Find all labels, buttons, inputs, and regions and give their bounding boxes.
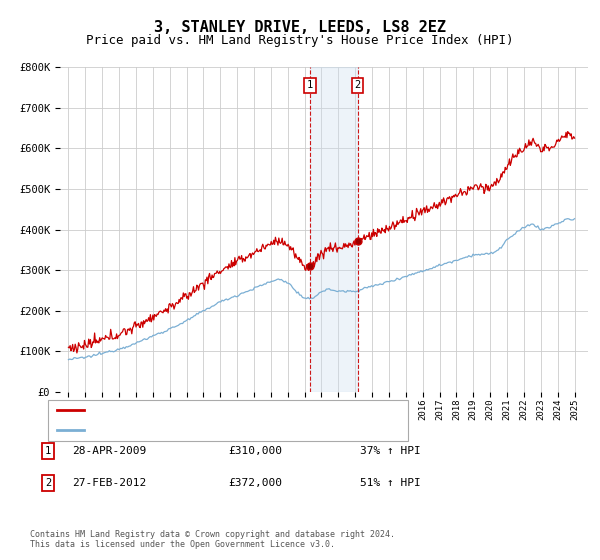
Text: £310,000: £310,000: [228, 446, 282, 456]
Text: 28-APR-2009: 28-APR-2009: [72, 446, 146, 456]
Text: Contains HM Land Registry data © Crown copyright and database right 2024.: Contains HM Land Registry data © Crown c…: [30, 530, 395, 539]
Text: This data is licensed under the Open Government Licence v3.0.: This data is licensed under the Open Gov…: [30, 540, 335, 549]
Bar: [310, 67, 358, 392]
Text: 3, STANLEY DRIVE, LEEDS, LS8 2EZ: 3, STANLEY DRIVE, LEEDS, LS8 2EZ: [154, 20, 446, 35]
Text: 27-FEB-2012: 27-FEB-2012: [72, 478, 146, 488]
Text: 1: 1: [307, 80, 313, 90]
Text: 1: 1: [45, 446, 51, 456]
Text: HPI: Average price, detached house, Leeds: HPI: Average price, detached house, Leed…: [88, 424, 329, 435]
Text: 51% ↑ HPI: 51% ↑ HPI: [360, 478, 421, 488]
Text: Price paid vs. HM Land Registry's House Price Index (HPI): Price paid vs. HM Land Registry's House …: [86, 34, 514, 46]
Text: 2: 2: [45, 478, 51, 488]
Text: 37% ↑ HPI: 37% ↑ HPI: [360, 446, 421, 456]
Text: 2: 2: [355, 80, 361, 90]
Text: £372,000: £372,000: [228, 478, 282, 488]
Text: 3, STANLEY DRIVE, LEEDS, LS8 2EZ (detached house): 3, STANLEY DRIVE, LEEDS, LS8 2EZ (detach…: [88, 405, 376, 416]
